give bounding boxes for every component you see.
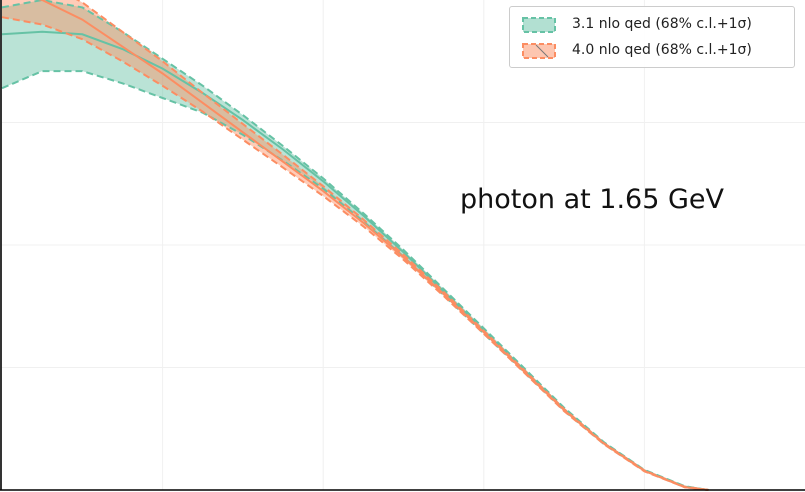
line-series-2-upper bbox=[75, 0, 709, 491]
series-lines bbox=[1, 0, 709, 491]
legend-label-series-1: 3.1 nlo qed (68% c.l.+1σ) bbox=[572, 16, 752, 32]
line-series-2-lower bbox=[1, 16, 709, 491]
legend-swatch-series-2 bbox=[522, 43, 556, 59]
error-bands bbox=[2, 0, 709, 490]
line-series-1-lower bbox=[1, 70, 709, 491]
legend-swatch-series-1 bbox=[522, 17, 556, 33]
line-series-1-central bbox=[1, 30, 709, 491]
legend-entry-series-2: 4.0 nlo qed (68% c.l.+1σ) bbox=[510, 39, 794, 63]
legend-label-series-2: 4.0 nlo qed (68% c.l.+1σ) bbox=[572, 42, 752, 58]
legend-entry-series-1: 3.1 nlo qed (68% c.l.+1σ) bbox=[510, 13, 794, 37]
chart-annotation: photon at 1.65 GeV bbox=[460, 184, 724, 215]
legend: 3.1 nlo qed (68% c.l.+1σ) 4.0 nlo qed (6… bbox=[509, 6, 795, 68]
band-series-1 bbox=[2, 0, 709, 490]
